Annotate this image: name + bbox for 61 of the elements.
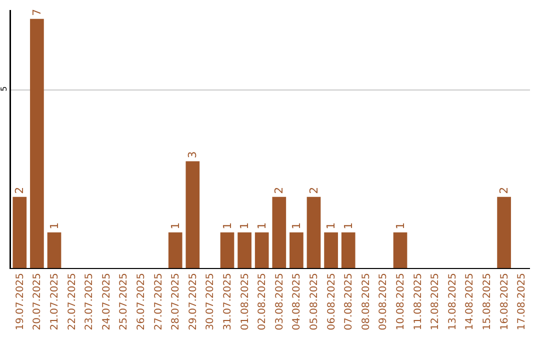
bar [238, 232, 252, 268]
bar [306, 196, 321, 268]
x-tick-label: 09.08.2025 [378, 273, 390, 330]
bar [290, 232, 304, 268]
x-tick-label: 20.07.2025 [32, 273, 44, 330]
data-label: 2 [13, 186, 26, 194]
x-tick-label: 30.07.2025 [205, 273, 216, 330]
data-label: 2 [307, 186, 320, 194]
x-tick-label: 08.08.2025 [360, 273, 372, 330]
x-tick-label: 07.08.2025 [344, 273, 355, 330]
x-tick-label: 31.07.2025 [222, 273, 234, 330]
x-tick-label: 13.08.2025 [447, 273, 458, 330]
x-tick-label: 15.08.2025 [482, 273, 493, 330]
x-tick-label: 02.08.2025 [257, 273, 268, 330]
x-tick-label: 27.07.2025 [153, 273, 164, 330]
data-label: 1 [255, 222, 268, 230]
data-label: 7 [30, 8, 44, 16]
x-tick-label: 16.08.2025 [499, 273, 510, 330]
bar [254, 232, 269, 268]
y-tick-label: 5 [0, 86, 8, 92]
bar [341, 232, 356, 268]
data-label: 1 [290, 222, 303, 230]
x-tick-label: 17.08.2025 [516, 273, 528, 330]
data-label: 2 [498, 186, 511, 194]
data-label: 1 [394, 222, 407, 230]
x-tick-label: 11.08.2025 [412, 273, 424, 330]
x-tick-label: 26.07.2025 [136, 273, 147, 330]
x-tick-label: 22.07.2025 [66, 273, 78, 330]
bar [272, 196, 286, 268]
x-tick-label: 04.08.2025 [292, 273, 303, 330]
bar [324, 232, 338, 268]
x-tick-label: 06.08.2025 [326, 273, 338, 330]
x-tick-label: 25.07.2025 [118, 273, 130, 330]
bar [12, 196, 27, 268]
data-label: 1 [220, 222, 234, 230]
data-label: 1 [168, 222, 182, 230]
data-label: 1 [238, 222, 252, 230]
data-label: 1 [48, 222, 61, 230]
x-tick-label: 24.07.2025 [101, 273, 112, 330]
bar [168, 232, 182, 268]
bar [393, 232, 408, 268]
x-tick-label: 14.08.2025 [464, 273, 476, 330]
bar [497, 196, 511, 268]
bar [47, 232, 62, 268]
data-label: 1 [324, 222, 338, 230]
bar [30, 18, 44, 268]
bar [186, 161, 200, 268]
x-tick-label: 05.08.2025 [309, 273, 320, 330]
x-tick-label: 23.07.2025 [84, 273, 96, 330]
x-tick-label: 03.08.2025 [274, 273, 286, 330]
x-tick-label: 21.07.2025 [50, 273, 60, 330]
bar [220, 232, 234, 268]
x-tick-label: 29.07.2025 [188, 273, 199, 330]
x-tick-label: 19.07.2025 [14, 273, 26, 330]
x-tick-label: 10.08.2025 [396, 273, 406, 330]
x-tick-label: 01.08.2025 [240, 273, 251, 330]
data-label: 3 [186, 151, 200, 158]
data-label: 1 [342, 222, 355, 230]
x-tick-label: 28.07.2025 [170, 273, 182, 330]
x-tick-label: 12.08.2025 [430, 273, 442, 330]
data-label: 2 [272, 186, 286, 194]
